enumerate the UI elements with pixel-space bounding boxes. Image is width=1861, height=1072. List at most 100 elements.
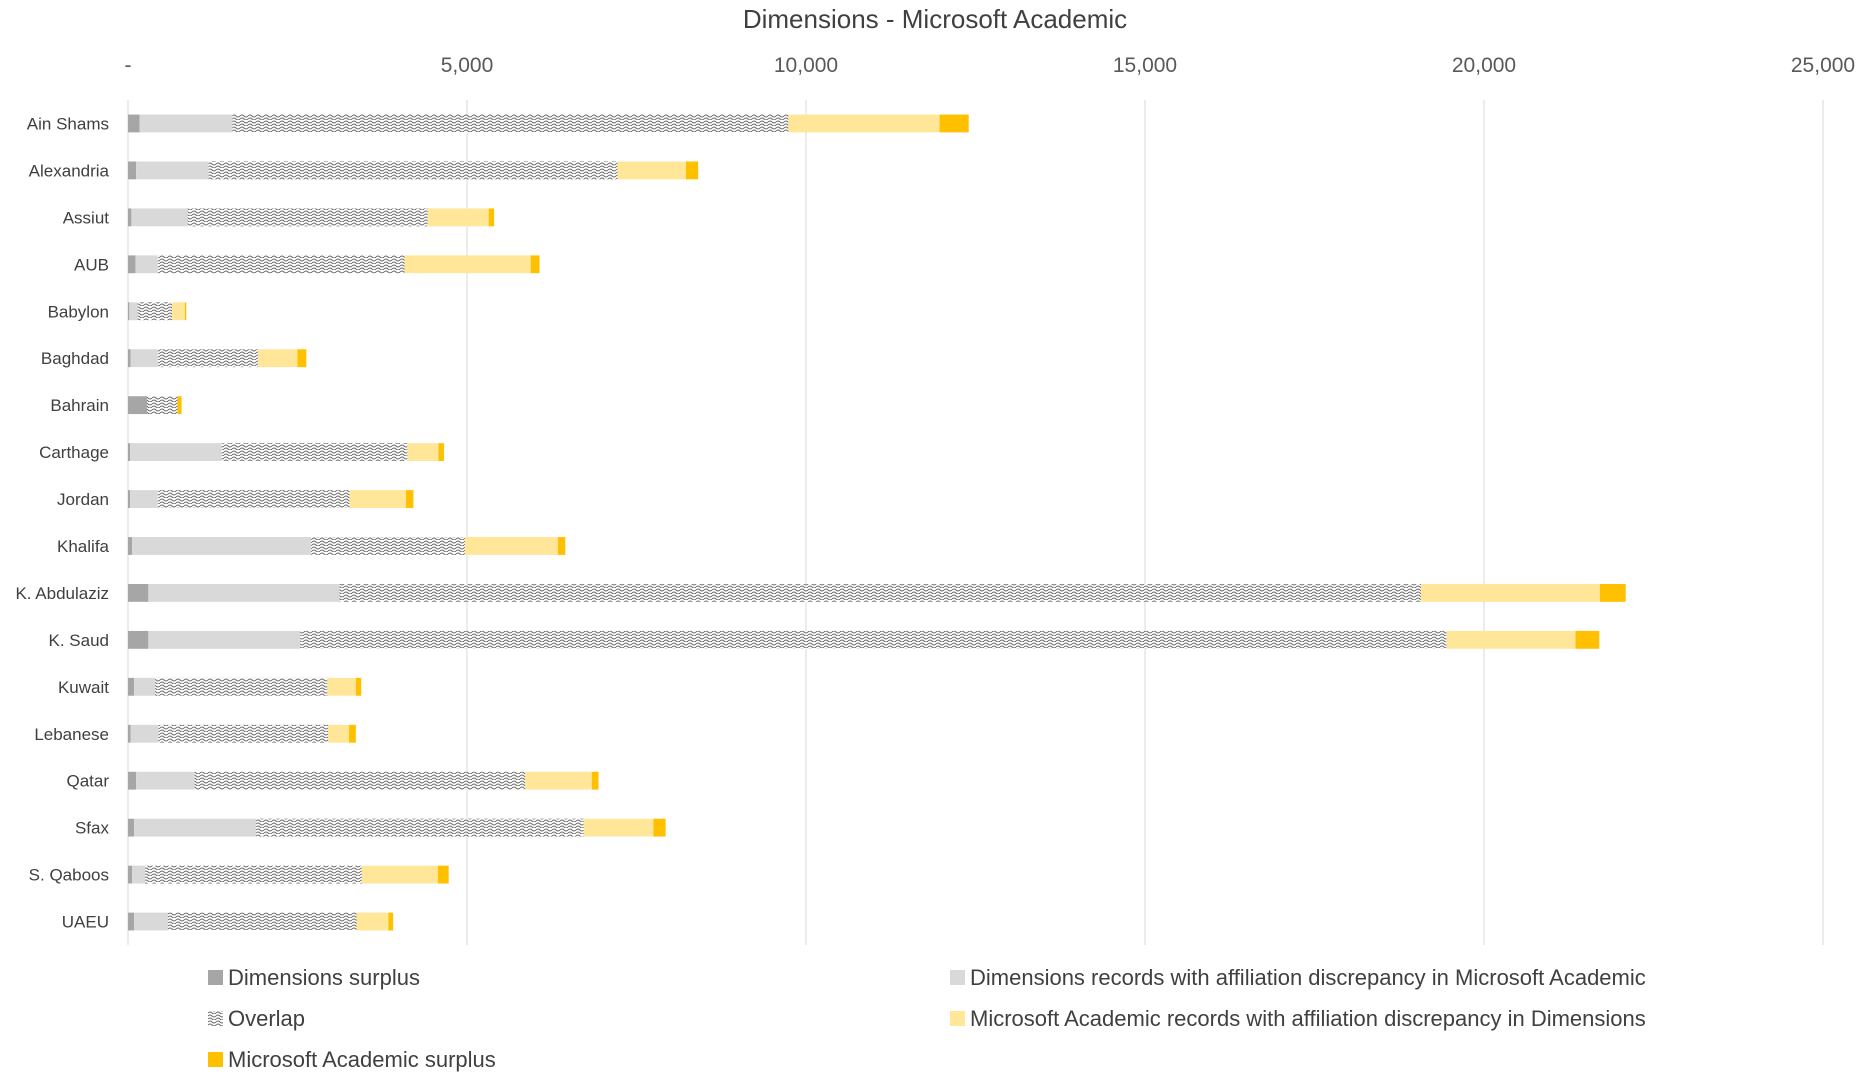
- bar-segment-2: [129, 302, 138, 321]
- bar-segment-2: [134, 677, 156, 696]
- bar-segment-5: [557, 537, 566, 555]
- bar-segment-1: [128, 771, 137, 790]
- bar-segment-3: [300, 630, 1447, 649]
- legend-label: Dimensions records with affiliation disc…: [970, 965, 1646, 990]
- bar-segment-2: [136, 771, 195, 790]
- bar-segment-5: [388, 912, 394, 931]
- bar-segment-2: [130, 490, 158, 508]
- bar-segment-1: [128, 443, 131, 462]
- bar-segment-4: [361, 865, 438, 884]
- bar-segment-3: [208, 161, 618, 180]
- category-label: Babylon: [48, 302, 109, 321]
- bar-segment-2: [134, 818, 257, 837]
- bar-segment-4: [349, 490, 406, 508]
- bar-segment-5: [1599, 583, 1626, 602]
- bar-segment-4: [427, 208, 489, 227]
- bar-segment-5: [685, 161, 699, 180]
- bar-segment-5: [349, 724, 356, 743]
- category-label: Carthage: [39, 443, 109, 462]
- category-label: UAEU: [62, 913, 109, 932]
- bar-segment-5: [355, 677, 362, 696]
- bar-segment-4: [1420, 583, 1600, 602]
- category-label: Bahrain: [50, 396, 109, 415]
- bar-segment-1: [128, 537, 133, 555]
- bar-segment-5: [530, 255, 540, 274]
- bar-segment-3: [144, 865, 362, 884]
- category-label: Jordan: [57, 490, 109, 509]
- x-tick-label: 25,000: [1791, 54, 1855, 77]
- bar-segment-3: [157, 490, 350, 508]
- bar-segment-2: [135, 255, 158, 274]
- bar-segment-2: [148, 583, 340, 602]
- bar-segment-1: [128, 161, 137, 180]
- bar-segment-3: [256, 818, 584, 837]
- bar-segment-4: [328, 724, 350, 743]
- bar-segment-1: [128, 724, 131, 743]
- bar-segment-2: [148, 630, 301, 649]
- bar-segment-1: [128, 630, 149, 649]
- bar-segment-2: [139, 114, 233, 133]
- legend-item: Dimensions surplus: [208, 965, 420, 990]
- bar-segment-5: [405, 490, 414, 508]
- bar-segment-1: [128, 677, 135, 696]
- bar-segment-4: [464, 537, 558, 555]
- bar-segment-2: [134, 912, 169, 931]
- bar-segment-3: [157, 349, 259, 368]
- bar-segment-3: [187, 208, 428, 227]
- legend-item: Dimensions records with affiliation disc…: [950, 965, 1646, 990]
- bar-segment-5: [437, 865, 449, 884]
- bar-segment-3: [221, 443, 408, 462]
- bar-segment-4: [1446, 630, 1576, 649]
- bar-segment-5: [939, 114, 969, 133]
- bar-segment-4: [258, 349, 298, 368]
- bar-segment-3: [155, 677, 328, 696]
- bar-segment-5: [1575, 630, 1600, 649]
- bar-segment-4: [327, 677, 356, 696]
- category-label: Assiut: [63, 208, 110, 227]
- legend-item: Microsoft Academic surplus: [208, 1047, 496, 1072]
- legend-item: Microsoft Academic records with affiliat…: [950, 1006, 1646, 1031]
- legend-item: Overlap: [208, 1006, 305, 1031]
- bar-segment-3: [168, 912, 357, 931]
- bar-segment-1: [128, 818, 135, 837]
- category-label: K. Saud: [49, 631, 110, 650]
- legend-swatch: [208, 970, 223, 985]
- bar-segment-3: [339, 583, 1421, 602]
- legend-label: Dimensions surplus: [228, 965, 420, 990]
- bar-segment-4: [583, 818, 654, 837]
- legend-swatch: [208, 1052, 223, 1067]
- bar-segment-1: [128, 255, 136, 274]
- x-tick-label: 10,000: [774, 54, 838, 77]
- bar-segment-1: [128, 912, 135, 931]
- category-label: Khalifa: [57, 537, 110, 556]
- bar-segment-1: [128, 302, 130, 321]
- legend-swatch: [950, 970, 965, 985]
- bar-segment-5: [653, 818, 666, 837]
- x-tick-label: 20,000: [1452, 54, 1516, 77]
- bar-segment-3: [146, 396, 178, 415]
- legend-swatch: [950, 1011, 965, 1026]
- legend-swatch: [208, 1011, 223, 1026]
- bar-segment-3: [137, 302, 173, 321]
- bar-segment-2: [132, 537, 312, 555]
- bar-segment-3: [157, 255, 405, 274]
- category-label: K. Abdulaziz: [15, 584, 109, 603]
- category-label: Baghdad: [41, 349, 109, 368]
- gridlines: [127, 100, 1824, 945]
- x-tick-label: 15,000: [1113, 54, 1177, 77]
- category-label: Ain Shams: [27, 114, 109, 133]
- category-labels: Ain Shams Alexandria Assiut AUB Babylon Baghd…: [15, 114, 109, 931]
- bar-segment-1: [128, 865, 133, 884]
- legend-label: Microsoft Academic surplus: [228, 1047, 496, 1072]
- bar-segment-1: [128, 583, 149, 602]
- x-axis-ticks: - 5,000 10,000 15,000 20,000 25,000: [125, 54, 1856, 77]
- bar-segment-4: [788, 114, 940, 133]
- category-label: Qatar: [66, 772, 109, 791]
- bar-segment-5: [438, 443, 444, 462]
- bar-segment-2: [136, 161, 209, 180]
- bar-segment-4: [404, 255, 531, 274]
- bar-segment-5: [184, 302, 187, 321]
- legend-label: Overlap: [228, 1006, 305, 1031]
